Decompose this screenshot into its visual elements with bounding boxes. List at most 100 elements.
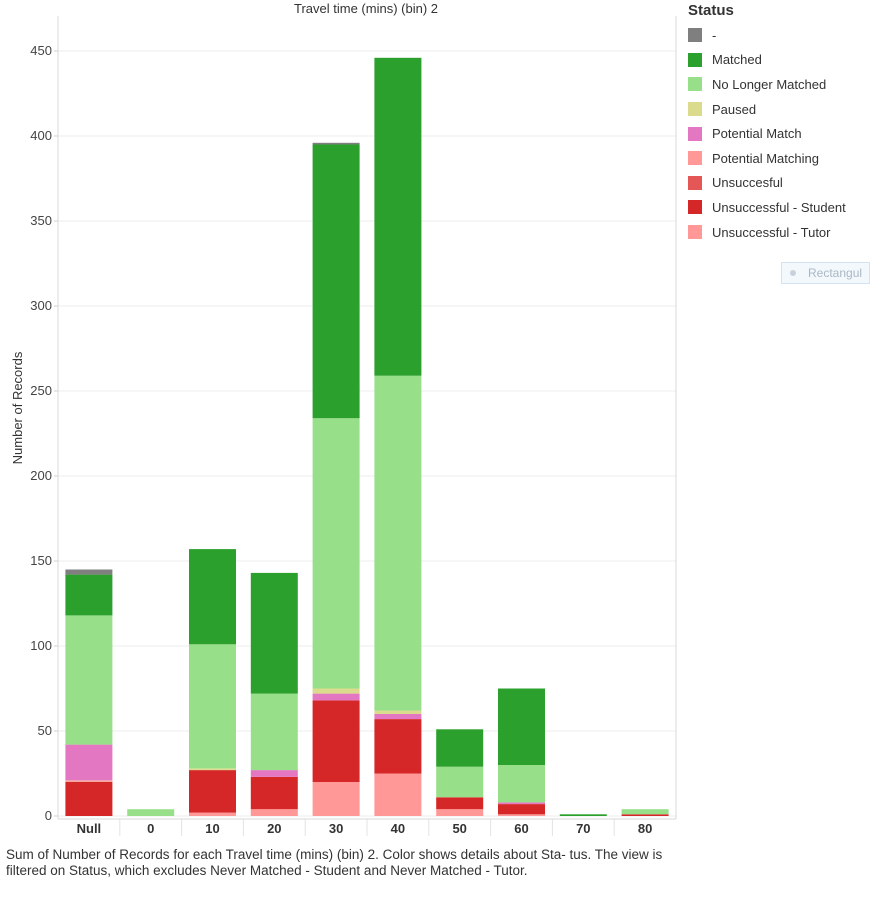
x-tick-label: 50 <box>452 821 466 836</box>
chart-title: Travel time (mins) (bin) 2 <box>294 1 438 16</box>
x-tick-label: 60 <box>514 821 528 836</box>
rectangle-tool-label: Rectangul <box>808 266 863 280</box>
legend-item[interactable]: Unsuccessful - Student <box>688 195 870 220</box>
bar-segment <box>374 710 422 714</box>
bar-segment <box>189 768 236 771</box>
y-tick-label: 50 <box>38 723 52 738</box>
bar-segment <box>250 693 298 771</box>
y-tick-label: 250 <box>30 383 52 398</box>
legend-label: No Longer Matched <box>712 76 827 92</box>
legend-swatch <box>688 28 702 43</box>
bar-segment <box>374 375 422 711</box>
y-tick-label: 300 <box>30 298 52 313</box>
bars <box>65 57 669 816</box>
bar-segment <box>312 418 360 689</box>
y-tick-label: 350 <box>30 213 52 228</box>
legend-swatch <box>688 52 702 67</box>
bar-segment <box>65 574 113 616</box>
x-tick-label: 10 <box>205 821 219 836</box>
bar-segment <box>65 782 113 816</box>
bar-segment <box>498 802 545 805</box>
legend-label: Paused <box>712 101 757 117</box>
x-tick-label: 0 <box>147 821 154 836</box>
x-tick-label: Null <box>77 821 102 836</box>
legend-label: Matched <box>712 52 762 68</box>
bar-segment <box>250 776 298 810</box>
bar-segment <box>189 549 236 645</box>
legend-label: Potential Match <box>712 126 802 142</box>
x-axis: Null 0 10 20 30 40 50 60 70 80 <box>77 819 652 836</box>
x-tick-label: 40 <box>391 821 405 836</box>
bar-segment <box>559 814 607 816</box>
x-tick-label: 20 <box>267 821 281 836</box>
legend-swatch <box>688 151 702 166</box>
bar-segment <box>312 693 360 701</box>
y-tick-label: 400 <box>30 128 52 143</box>
bar-segment <box>374 719 422 774</box>
bar-segment <box>621 814 669 816</box>
legend-swatch <box>688 200 702 215</box>
bar-segment <box>374 714 422 720</box>
bar-segment <box>65 780 113 782</box>
bar-segment <box>498 765 545 803</box>
legend-label: - <box>712 27 717 43</box>
legend-swatch <box>688 102 702 117</box>
legend-item[interactable]: Matched <box>688 48 870 73</box>
bar-segment <box>312 142 360 145</box>
legend-items: - Matched No Longer Matched Paused Potential… <box>688 23 870 244</box>
legend-swatch <box>688 77 702 92</box>
circle-icon <box>790 270 796 276</box>
x-tick-label: 80 <box>638 821 652 836</box>
legend-item[interactable]: Unsuccesful <box>688 171 870 196</box>
legend-item[interactable]: Potential Match <box>688 121 870 146</box>
chart-caption: Sum of Number of Records for each Travel… <box>6 847 663 878</box>
bar-segment <box>65 744 113 781</box>
legend-label: Unsuccessful - Tutor <box>712 224 831 240</box>
bar-segment <box>65 569 113 575</box>
rectangle-tool-chip[interactable]: Rectangul <box>781 262 870 284</box>
y-tick-label: 200 <box>30 468 52 483</box>
bar-segment <box>374 57 422 376</box>
bar-segment <box>65 615 113 745</box>
x-tick-label: 70 <box>576 821 590 836</box>
y-tick-label: 450 <box>30 43 52 58</box>
bar-segment <box>436 766 484 798</box>
y-axis: 0 50 100 150 200 250 300 350 400 450 <box>30 43 58 823</box>
bar-segment <box>621 809 669 815</box>
legend-title: Status <box>688 2 734 19</box>
bar-segment <box>127 809 175 816</box>
bar-segment <box>374 773 422 816</box>
bar-segment <box>436 797 484 810</box>
bar-segment <box>250 770 298 777</box>
legend-item[interactable]: Unsuccessful - Tutor <box>688 220 870 245</box>
legend-swatch <box>688 225 702 240</box>
bar-segment <box>312 700 360 782</box>
legend-swatch <box>688 126 702 141</box>
legend-item[interactable]: No Longer Matched <box>688 72 870 97</box>
legend-item[interactable]: - <box>688 23 870 48</box>
legend-swatch <box>688 175 702 190</box>
gridlines <box>58 50 676 817</box>
bar-segment <box>498 688 545 765</box>
bar-segment <box>189 644 236 769</box>
legend-label: Potential Matching <box>712 150 819 166</box>
y-tick-label: 100 <box>30 638 52 653</box>
legend-item[interactable]: Paused <box>688 97 870 122</box>
bar-segment <box>498 814 545 816</box>
bar-segment <box>498 804 545 815</box>
y-tick-label: 150 <box>30 553 52 568</box>
bar-segment <box>189 812 236 816</box>
bar-segment <box>312 688 360 694</box>
bar-segment <box>250 572 298 694</box>
bar-segment <box>436 729 484 767</box>
bar-segment <box>189 770 236 813</box>
x-tick-label: 30 <box>329 821 343 836</box>
bar-segment <box>312 782 360 816</box>
y-axis-label: Number of Records <box>10 351 25 464</box>
legend-label: Unsuccesful <box>712 175 783 191</box>
legend-item[interactable]: Potential Matching <box>688 146 870 171</box>
y-tick-label: 0 <box>45 808 52 823</box>
legend-label: Unsuccessful - Student <box>712 199 846 215</box>
bar-segment <box>436 809 484 816</box>
